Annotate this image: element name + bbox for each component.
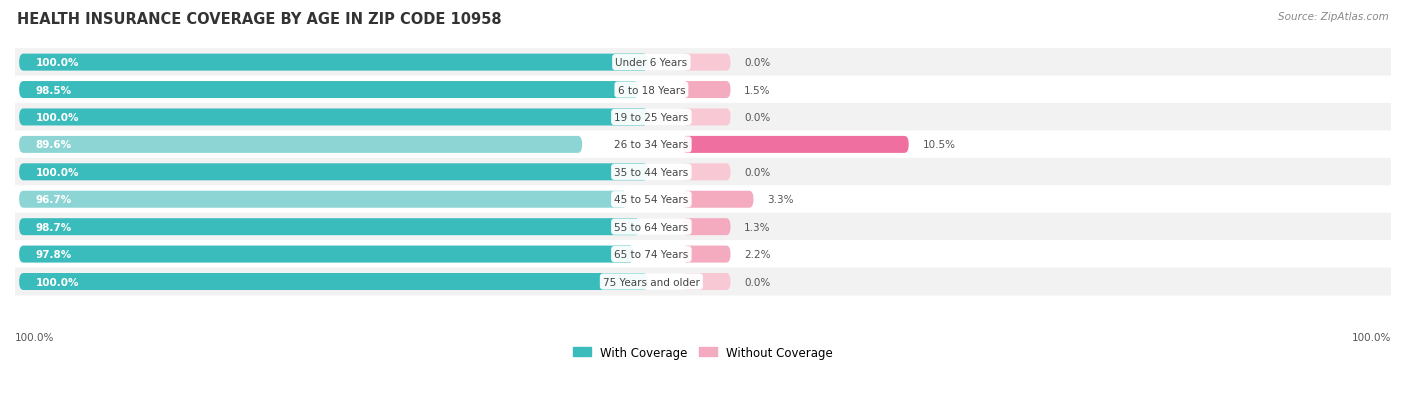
Text: 6 to 18 Years: 6 to 18 Years xyxy=(617,85,685,95)
Text: 0.0%: 0.0% xyxy=(744,113,770,123)
FancyBboxPatch shape xyxy=(20,82,638,99)
Legend: With Coverage, Without Coverage: With Coverage, Without Coverage xyxy=(568,341,838,363)
Text: Under 6 Years: Under 6 Years xyxy=(616,58,688,68)
FancyBboxPatch shape xyxy=(682,55,731,71)
FancyBboxPatch shape xyxy=(682,82,731,99)
Text: 0.0%: 0.0% xyxy=(744,58,770,68)
Text: 98.7%: 98.7% xyxy=(35,222,72,232)
FancyBboxPatch shape xyxy=(15,131,1391,159)
FancyBboxPatch shape xyxy=(682,273,731,290)
Text: 100.0%: 100.0% xyxy=(35,277,79,287)
FancyBboxPatch shape xyxy=(15,213,1391,241)
FancyBboxPatch shape xyxy=(20,191,627,208)
FancyBboxPatch shape xyxy=(20,164,648,181)
Text: 75 Years and older: 75 Years and older xyxy=(603,277,700,287)
Text: 100.0%: 100.0% xyxy=(35,113,79,123)
FancyBboxPatch shape xyxy=(20,218,640,235)
Text: 19 to 25 Years: 19 to 25 Years xyxy=(614,113,689,123)
FancyBboxPatch shape xyxy=(15,49,1391,77)
Text: 3.3%: 3.3% xyxy=(768,195,794,205)
Text: HEALTH INSURANCE COVERAGE BY AGE IN ZIP CODE 10958: HEALTH INSURANCE COVERAGE BY AGE IN ZIP … xyxy=(17,12,502,27)
Text: 10.5%: 10.5% xyxy=(922,140,956,150)
FancyBboxPatch shape xyxy=(682,191,754,208)
FancyBboxPatch shape xyxy=(20,109,648,126)
FancyBboxPatch shape xyxy=(15,104,1391,132)
Text: 89.6%: 89.6% xyxy=(35,140,72,150)
Text: 55 to 64 Years: 55 to 64 Years xyxy=(614,222,689,232)
Text: 26 to 34 Years: 26 to 34 Years xyxy=(614,140,689,150)
FancyBboxPatch shape xyxy=(682,218,731,235)
Text: 97.8%: 97.8% xyxy=(35,249,72,259)
Text: 0.0%: 0.0% xyxy=(744,167,770,178)
Text: 98.5%: 98.5% xyxy=(35,85,72,95)
Text: 45 to 54 Years: 45 to 54 Years xyxy=(614,195,689,205)
Text: 35 to 44 Years: 35 to 44 Years xyxy=(614,167,689,178)
Text: 0.0%: 0.0% xyxy=(744,277,770,287)
Text: 65 to 74 Years: 65 to 74 Years xyxy=(614,249,689,259)
Text: 1.3%: 1.3% xyxy=(744,222,770,232)
FancyBboxPatch shape xyxy=(20,55,648,71)
Text: 1.5%: 1.5% xyxy=(744,85,770,95)
FancyBboxPatch shape xyxy=(682,109,731,126)
Text: 100.0%: 100.0% xyxy=(1351,332,1391,342)
Text: 2.2%: 2.2% xyxy=(744,249,770,259)
FancyBboxPatch shape xyxy=(15,186,1391,214)
FancyBboxPatch shape xyxy=(682,246,731,263)
FancyBboxPatch shape xyxy=(20,273,648,290)
Text: 100.0%: 100.0% xyxy=(35,167,79,178)
FancyBboxPatch shape xyxy=(682,137,908,154)
Text: Source: ZipAtlas.com: Source: ZipAtlas.com xyxy=(1278,12,1389,22)
FancyBboxPatch shape xyxy=(682,164,731,181)
FancyBboxPatch shape xyxy=(15,76,1391,104)
Text: 100.0%: 100.0% xyxy=(15,332,55,342)
Text: 96.7%: 96.7% xyxy=(35,195,72,205)
FancyBboxPatch shape xyxy=(20,246,634,263)
FancyBboxPatch shape xyxy=(20,137,582,154)
FancyBboxPatch shape xyxy=(15,268,1391,296)
FancyBboxPatch shape xyxy=(15,159,1391,186)
FancyBboxPatch shape xyxy=(15,240,1391,268)
Text: 100.0%: 100.0% xyxy=(35,58,79,68)
